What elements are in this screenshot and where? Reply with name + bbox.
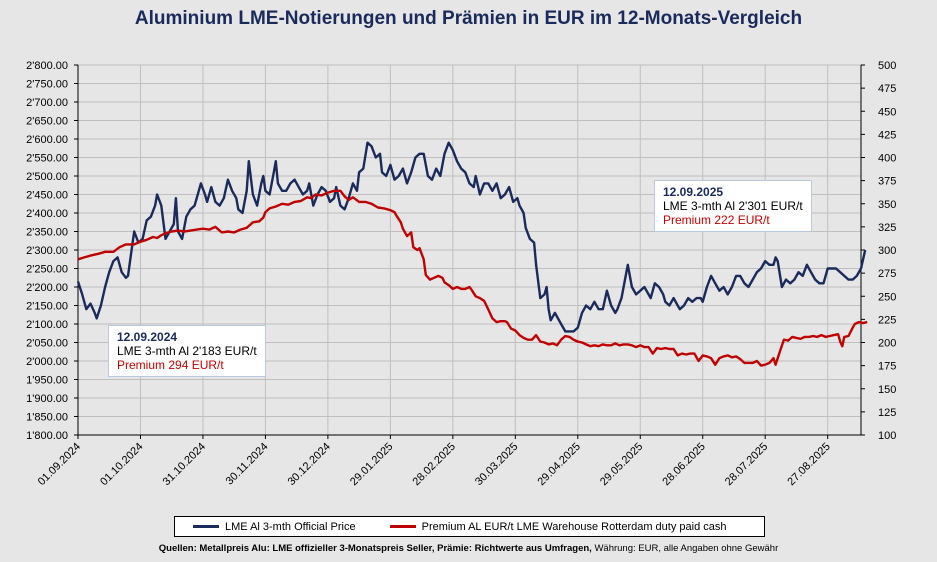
y-tick-label-left: 2'150.00 [26,301,68,313]
legend-label-premium: Premium AL EUR/t LME Warehouse Rotterdam… [421,520,727,533]
x-tick-label: 01.09.2024 [36,441,83,488]
y-tick-label-right: 375 [878,176,896,188]
x-tick-label: 01.10.2024 [98,441,145,488]
x-tick-label: 28.07.2025 [723,441,770,488]
annotation-start-date: 12.09.2024 [117,330,178,344]
y-tick-label-right: 450 [878,106,896,118]
legend-swatch-price [193,525,219,528]
y-tick-label-right: 250 [878,291,896,303]
y-tick-label-right: 425 [878,129,896,141]
x-tick-label: 30.03.2025 [473,441,520,488]
y-tick-label-right: 500 [878,60,896,72]
y-axis-left-labels: 1'800.00 1'850.00 1'900.00 1'950.00 2'000.00… [26,60,68,442]
y-tick-label-right: 175 [878,361,896,373]
y-tick-label-right: 400 [878,153,896,165]
y-tick-label-left: 2'450.00 [26,190,68,202]
legend-item-price: LME Al 3-mth Official Price [193,521,356,533]
y-tick-label-left: 2'650.00 [26,116,68,128]
y-tick-label-left: 2'600.00 [26,134,68,146]
y-tick-label-left: 2'500.00 [26,171,68,183]
x-tick-label: 30.12.2024 [286,441,333,488]
y-tick-label-left: 2'800.00 [26,60,68,72]
legend-swatch-premium [389,525,416,528]
x-tick-label: 28.06.2025 [660,441,707,488]
annotation-end-date: 12.09.2025 [663,185,724,199]
y-tick-label-right: 100 [878,430,896,442]
x-axis-labels: 01.09.2024 01.10.2024 31.10.2024 30.11.2024… [36,441,833,488]
y-tick-label-left: 2'750.00 [26,79,68,91]
x-tick-label: 29.01.2025 [348,441,395,488]
y-tick-label-right: 125 [878,407,896,419]
x-tick-label: 30.11.2024 [224,441,271,488]
x-tick-label: 29.04.2025 [535,441,582,488]
y-tick-label-left: 1'900.00 [26,393,68,405]
y-tick-label-right: 225 [878,314,896,326]
annotation-end: 12.09.2025 LME 3-mth Al 2'301 EUR/t Prem… [654,180,812,232]
y-tick-label-left: 2'400.00 [26,208,68,220]
y-tick-label-right: 150 [878,384,896,396]
y-tick-label-right: 275 [878,268,896,280]
x-tick-label: 31.10.2024 [161,441,208,488]
series-line-premium [77,189,868,367]
y-tick-label-left: 2'700.00 [26,97,68,109]
y-tick-label-left: 1'800.00 [26,430,68,442]
source-note-normal: Währung: EUR, alle Angaben ohne Gewähr [591,543,779,554]
legend-label-price: LME Al 3-mth Official Price [225,520,356,533]
grid-lines [78,64,861,435]
legend: LME Al 3-mth Official Price Premium AL E… [174,516,765,537]
y-tick-label-right: 325 [878,222,896,234]
chart-title: Aluminium LME-Notierungen und Prämien in… [134,8,803,29]
axes [74,64,865,439]
series-group [76,141,868,367]
annotation-end-premium: Premium 222 EUR/t [663,213,770,227]
x-tick-label: 28.02.2025 [411,441,458,488]
source-note-bold: Quellen: Metallpreis Alu: LME offizielle… [158,543,592,554]
y-tick-label-right: 475 [878,83,896,95]
y-tick-label-left: 2'550.00 [26,153,68,165]
annotation-start-premium: Premium 294 EUR/t [117,358,224,372]
y-tick-label-left: 2'200.00 [26,282,68,294]
annotation-end-price: LME 3-mth Al 2'301 EUR/t [663,199,803,213]
legend-item-premium: Premium AL EUR/t LME Warehouse Rotterdam… [389,520,727,533]
y-tick-label-right: 200 [878,338,896,350]
y-axis-right-labels: 100 125 150 175 200 225 250 275 300 325 350 375 400 4… [878,60,896,442]
y-tick-label-left: 2'250.00 [26,264,68,276]
y-tick-label-right: 350 [878,199,896,211]
x-tick-label: 29.05.2025 [598,441,645,488]
annotation-start-price: LME 3-mth Al 2'183 EUR/t [117,344,257,358]
y-tick-label-left: 2'350.00 [26,227,68,239]
source-note: Quellen: Metallpreis Alu: LME offizielle… [0,543,937,554]
y-tick-label-left: 2'100.00 [26,319,68,331]
series-line-price [76,141,867,333]
y-tick-label-left: 2'300.00 [26,245,68,257]
y-tick-label-left: 2'050.00 [26,338,68,350]
y-tick-label-left: 1'850.00 [26,412,68,424]
y-tick-label-right: 300 [878,245,896,257]
y-tick-label-left: 1'950.00 [26,375,68,387]
y-tick-label-left: 2'000.00 [26,356,68,368]
annotation-start: 12.09.2024 LME 3-mth Al 2'183 EUR/t Prem… [108,325,266,377]
x-tick-label: 27.08.2025 [785,441,832,488]
